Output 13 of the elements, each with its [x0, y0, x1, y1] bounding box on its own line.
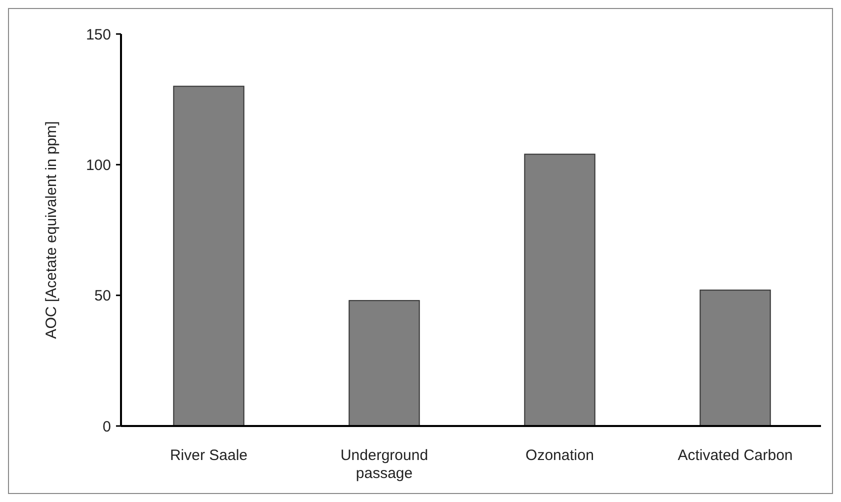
- bar: [173, 86, 244, 426]
- y-tick-label: 0: [102, 418, 111, 436]
- y-tick-label: 150: [86, 26, 111, 44]
- x-tick-label: River Saale: [170, 447, 248, 464]
- y-tick-label: 50: [94, 288, 111, 305]
- y-tick-label: 100: [86, 156, 111, 174]
- x-tick-label: Underground passage: [340, 447, 428, 482]
- x-tick-label: Activated Carbon: [678, 447, 793, 464]
- y-axis-title: AOC [Acetate equivalent in ppm]: [43, 121, 60, 339]
- x-tick-label: Ozonation: [526, 447, 594, 464]
- bar: [700, 290, 771, 426]
- bar: [524, 154, 596, 426]
- bar: [348, 300, 420, 426]
